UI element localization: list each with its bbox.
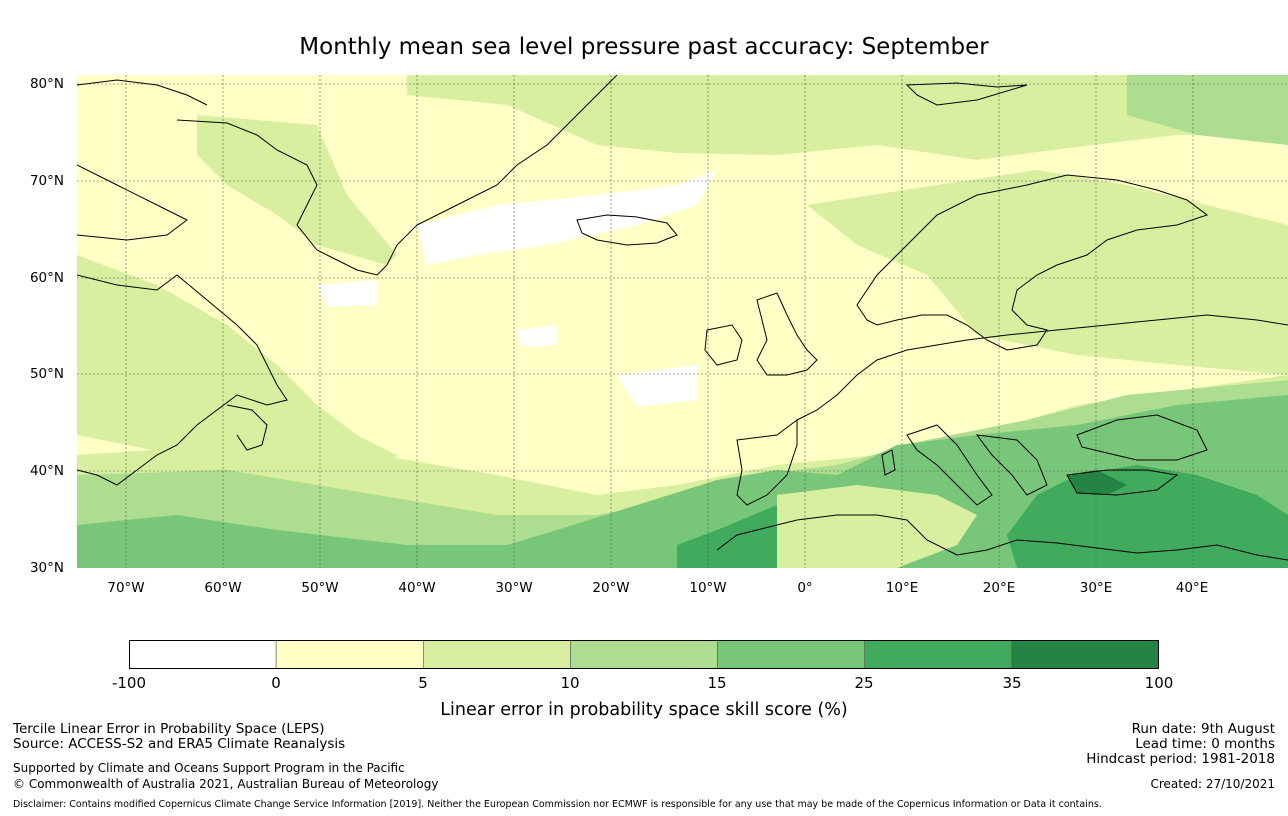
footer-hindcast: Hindcast period: 1981-2018 [1086,751,1275,767]
coast-scandinavia [856,174,1209,351]
colorbar-tick: 25 [854,674,874,692]
lat-label-50n: 50°N [29,366,64,382]
region-arctic-5-10 [407,75,1288,160]
lon-label-30e: 30°E [1079,580,1113,596]
coast-north-africa [716,514,1288,561]
lat-label-70n: 70°N [29,173,64,189]
footer-run-date: Run date: 9th August [1131,721,1275,737]
coast-turkey [1066,469,1179,496]
region-negative-c [617,365,697,407]
region-negative-b [317,280,377,307]
coast-britain [756,292,818,376]
colorbar-tick: 15 [707,674,727,692]
coast-iceland [576,214,678,246]
region-negative-d [517,325,557,347]
footer-source: Source: ACCESS-S2 and ERA5 Climate Reana… [13,736,346,752]
coast-iberia [736,419,798,506]
lat-label-60n: 60°N [29,270,64,286]
region-labrador-5-10 [77,255,397,495]
colorbar-tick: 35 [1002,674,1022,692]
colorbar-tick: 0 [271,674,281,692]
lon-label-70w: 70°W [107,580,145,596]
coast-sardinia [881,449,896,476]
colorbar-segment [275,640,424,669]
skill-map [77,75,1288,568]
coast-labrador [77,274,288,486]
footer-copyright: © Commonwealth of Australia 2021, Austra… [13,777,439,791]
colorbar-segment [422,640,571,669]
colorbar-tick: 10 [560,674,580,692]
colorbar-segment [570,640,718,669]
coast-black-sea [1076,414,1208,461]
coast-greenland-north [77,79,208,106]
region-north-africa-5-10 [777,485,977,568]
lon-label-0: 0° [797,580,813,596]
region-negative-a [417,170,717,265]
coast-svalbard [905,82,1028,106]
colorbar-border [129,640,1159,669]
lat-label-30n: 30°N [29,560,64,576]
lon-label-10w: 10°W [689,580,727,596]
skill-regions [77,75,1288,568]
skill-map-canvas [77,75,1288,568]
colorbar-segment [1011,640,1159,669]
footer-leps: Tercile Linear Error in Probability Spac… [13,721,325,737]
coast-ireland [704,324,743,366]
coast-baffin [77,164,188,241]
region-south-15-25 [77,395,1288,568]
lon-label-60w: 60°W [204,580,242,596]
colorbar-segment [717,640,866,669]
region-turkey-35-100 [1067,470,1127,495]
graticule [77,75,1288,568]
footer-created: Created: 27/10/2021 [1150,777,1275,791]
colorbar-tick: 100 [1144,674,1174,692]
coast-europe [796,314,1288,421]
coast-newfoundland [226,404,268,451]
colorbar-tick: 5 [418,674,428,692]
footer-lead-time: Lead time: 0 months [1135,736,1275,752]
lon-label-40w: 40°W [398,580,436,596]
colorbar-segment [129,640,277,669]
colorbar-segment [864,640,1013,669]
region-greenland-5-10 [197,115,397,265]
colorbar [129,640,1159,669]
footer-support: Supported by Climate and Oceans Support … [13,761,405,775]
lon-label-20w: 20°W [592,580,630,596]
lon-label-20e: 20°E [982,580,1016,596]
map-title: Monthly mean sea level pressure past acc… [299,34,989,60]
coast-greenland [176,75,618,276]
colorbar-label: Linear error in probability space skill … [440,700,848,720]
lon-label-10e: 10°E [885,580,919,596]
coastlines [77,75,1288,561]
coast-balkans [975,434,1048,496]
coast-italy [906,424,993,506]
colorbar-tick: -100 [111,674,147,692]
lat-label-80n: 80°N [29,76,64,92]
region-northeast-10-15 [1127,75,1288,145]
footer-disclaimer: Disclaimer: Contains modified Copernicus… [13,799,1102,810]
region-scandinavia-5-10 [807,170,1288,375]
lon-label-40e: 40°E [1175,580,1209,596]
lon-label-30w: 30°W [495,580,533,596]
lat-label-40n: 40°N [29,463,64,479]
lon-label-50w: 50°W [301,580,339,596]
